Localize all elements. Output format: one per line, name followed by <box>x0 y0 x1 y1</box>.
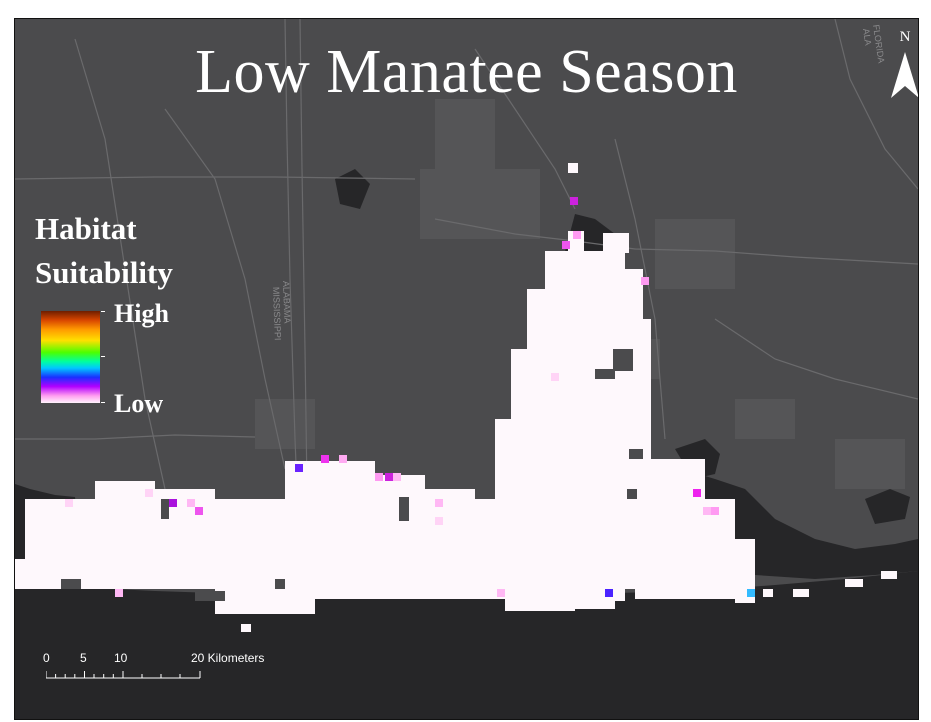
raster-gaps <box>61 349 643 601</box>
legend-tick-mid <box>101 356 105 357</box>
legend-tick-high <box>101 311 105 312</box>
scale-label-20: 20 Kilometers <box>191 651 265 665</box>
scale-label-0: 0 <box>43 651 50 665</box>
legend-high-label: High <box>114 299 169 328</box>
scale-label-5: 5 <box>80 651 87 665</box>
habitat-raster <box>15 163 897 632</box>
legend-title-line1: Habitat <box>35 211 137 246</box>
scale-bar-graphic <box>46 671 201 679</box>
north-arrow: N <box>887 29 918 100</box>
scale-label-10: 10 <box>114 651 128 665</box>
urban-areas <box>255 99 905 489</box>
map-frame: ALABAMA MISSISSIPPI ALA FLORIDA <box>14 18 919 720</box>
state-label-alabama: ALABAMA <box>281 281 292 324</box>
map-canvas[interactable]: ALABAMA MISSISSIPPI ALA FLORIDA <box>15 19 918 719</box>
legend-color-ramp <box>41 311 100 403</box>
legend-title-line2: Suitability <box>35 255 173 290</box>
state-label-mississippi: MISSISSIPPI <box>271 287 283 341</box>
legend-tick-low <box>101 402 105 403</box>
roads-and-rivers <box>15 19 918 490</box>
north-label: N <box>899 29 911 45</box>
state-label-ala: ALA <box>861 28 873 46</box>
legend-low-label: Low <box>114 389 164 418</box>
map-title: Low Manatee Season <box>195 38 738 106</box>
habitat-highlights <box>65 197 755 597</box>
legend-title: Habitat Suitability <box>35 207 173 295</box>
north-arrow-icon <box>891 52 918 98</box>
